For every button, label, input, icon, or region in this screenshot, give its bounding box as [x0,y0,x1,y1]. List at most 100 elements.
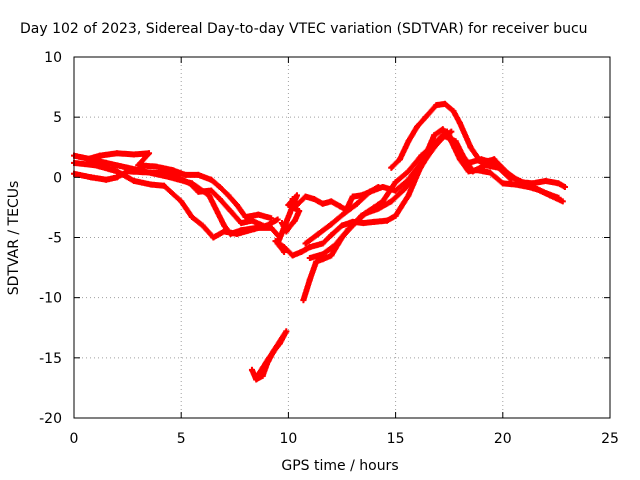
data-point [103,176,110,183]
data-point [401,186,408,193]
data-point [561,183,568,190]
data-point [328,232,335,239]
data-point [83,156,90,163]
series-track-8 [388,100,568,190]
data-point [289,252,296,259]
series-track-12 [274,192,303,255]
data-point [339,234,345,241]
data-point [336,203,343,210]
y-tick-label: 5 [53,110,62,126]
data-point [302,193,309,200]
data-point [516,179,523,186]
data-point [253,376,260,383]
data-point [88,174,95,181]
data-point [478,159,485,166]
data-point [542,189,549,196]
data-point [405,138,412,145]
data-point [208,176,215,183]
data-point [268,215,275,222]
y-tick-label: -10 [39,291,62,307]
data-point [379,198,386,205]
data-point [302,240,309,247]
data-point [461,155,468,162]
data-point [195,188,202,195]
y-tick-label: 10 [44,50,62,66]
data-point [248,366,255,373]
data-point [315,230,322,237]
data-point [96,152,103,159]
data-point [255,371,262,378]
data-point [392,187,399,194]
data-point [414,170,421,177]
data-point [274,216,281,223]
data-point [270,348,277,355]
data-point [431,144,438,151]
data-point [313,258,320,265]
data-point [225,192,232,199]
data-point [388,164,395,171]
series-track-4 [83,150,275,222]
data-point [148,181,155,188]
data-point [349,193,356,200]
data-point [418,152,425,159]
data-point [405,192,412,199]
data-point [439,126,446,133]
data-point [300,297,307,304]
data-point [259,372,266,379]
data-point [392,179,399,186]
data-point [276,340,283,347]
data-point [146,150,153,157]
data-point [542,177,549,184]
data-point [319,256,326,263]
data-point [319,240,326,247]
data-point [306,254,313,261]
data-point [555,194,562,201]
data-point [216,195,223,202]
data-point [242,214,249,221]
data-point [358,192,365,199]
data-point [113,150,120,157]
data-point [512,181,519,188]
data-point [283,228,290,235]
x-tick-label: 5 [177,431,186,447]
data-point [328,221,335,228]
data-point [291,217,298,224]
data-point [283,328,290,335]
data-point [469,168,476,175]
series-track-11 [248,328,290,383]
x-tick-label: 20 [494,431,512,447]
data-point [113,174,120,181]
data-point [285,202,292,209]
data-point [113,168,120,175]
data-point [287,222,294,229]
data-point [161,182,168,189]
y-tick-label: 0 [53,170,62,186]
data-point [188,214,195,221]
data-point [263,360,270,367]
data-point [135,162,142,169]
data-point [456,120,463,127]
data-point [306,244,313,251]
data-point [529,180,536,187]
data-point [259,222,266,229]
x-tick-label: 15 [387,431,405,447]
data-point [210,234,217,241]
data-point [251,226,258,233]
data-point [296,208,303,215]
data-point [414,123,421,130]
data-point [555,180,562,187]
data-point [152,163,159,170]
data-point [238,220,245,227]
data-point [169,167,176,174]
data-point [422,156,429,163]
data-point [450,108,457,115]
data-point [559,198,566,205]
data-point [349,222,356,229]
data-point [371,218,378,225]
data-point [274,240,281,247]
data-point [278,220,285,227]
data-point [298,248,305,255]
x-tick-label: 0 [70,431,79,447]
data-point [92,162,99,169]
